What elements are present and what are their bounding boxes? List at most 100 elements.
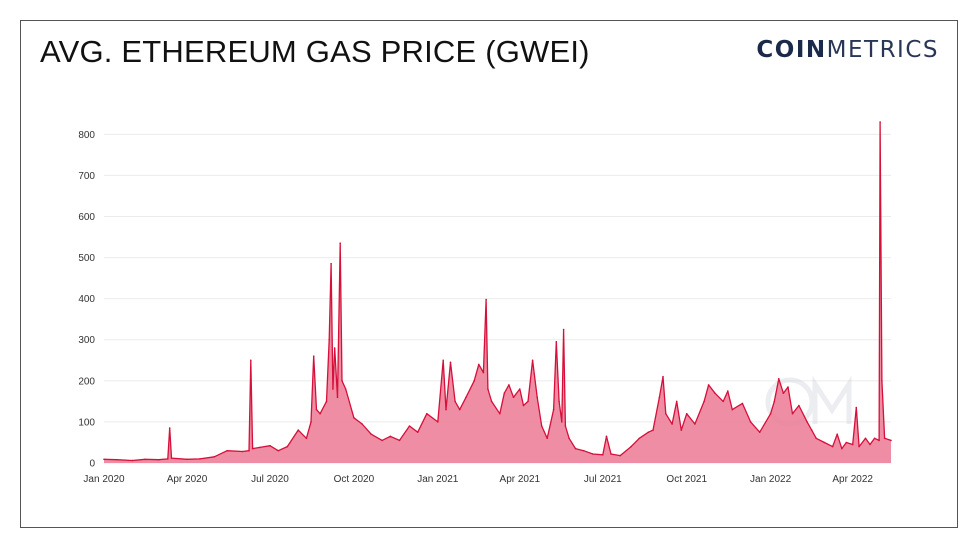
- data-point: [879, 121, 881, 123]
- data-point: [370, 433, 373, 436]
- data-point: [248, 449, 250, 452]
- data-point: [845, 441, 848, 444]
- data-point: [168, 427, 171, 429]
- data-point: [531, 359, 534, 362]
- data-point: [527, 400, 529, 403]
- y-tick-label: 200: [78, 376, 95, 387]
- data-point: [546, 437, 548, 440]
- data-point: [490, 400, 493, 403]
- y-tick-label: 800: [78, 130, 95, 141]
- data-point: [116, 458, 118, 461]
- data-point: [458, 408, 461, 411]
- data-point: [582, 449, 585, 452]
- data-point: [749, 421, 752, 423]
- coinmetrics-logo: COINMETRICS: [756, 37, 939, 63]
- data-point: [869, 443, 871, 446]
- data-point: [806, 421, 808, 423]
- data-point: [241, 450, 244, 453]
- data-point: [881, 380, 883, 382]
- data-point: [703, 400, 705, 403]
- data-point: [561, 421, 563, 423]
- data-point: [454, 400, 456, 403]
- data-point: [675, 400, 678, 403]
- data-point: [333, 347, 336, 349]
- data-point: [638, 437, 641, 440]
- y-tick-label: 300: [78, 335, 95, 346]
- data-point: [564, 425, 567, 427]
- x-tick-label: Apr 2022: [832, 474, 873, 485]
- x-tick-label: Apr 2021: [500, 474, 541, 485]
- y-tick-label: 500: [78, 253, 95, 264]
- data-point: [277, 449, 280, 452]
- data-point: [437, 421, 439, 423]
- y-tick-label: 100: [78, 417, 95, 428]
- data-point: [250, 359, 252, 362]
- data-point: [773, 400, 776, 403]
- x-tick-label: Jan 2022: [750, 474, 792, 485]
- data-point: [791, 412, 794, 415]
- data-point: [226, 449, 228, 452]
- data-point: [328, 338, 331, 341]
- data-point: [103, 458, 105, 461]
- data-point: [312, 355, 315, 358]
- data-point: [647, 431, 650, 434]
- data-point: [465, 396, 467, 399]
- data-point: [408, 425, 411, 427]
- data-point: [680, 429, 683, 431]
- data-point: [727, 390, 729, 392]
- logo-light-text: METRICS: [826, 37, 939, 63]
- data-point: [568, 437, 570, 440]
- x-tick-label: Jul 2020: [251, 474, 289, 485]
- y-tick-label: 700: [78, 171, 95, 182]
- data-point: [658, 396, 661, 399]
- data-point: [512, 396, 515, 399]
- data-point: [485, 298, 487, 301]
- data-point: [823, 441, 826, 444]
- data-point: [574, 447, 577, 450]
- data-point: [251, 447, 254, 450]
- data-point: [731, 408, 734, 411]
- data-point: [259, 446, 261, 449]
- data-point: [610, 453, 612, 455]
- data-point: [858, 445, 860, 448]
- data-point: [619, 454, 621, 457]
- data-point: [305, 437, 308, 440]
- data-point: [836, 433, 838, 436]
- data-point: [671, 423, 673, 425]
- y-tick-label: 600: [78, 212, 95, 223]
- data-point: [269, 444, 271, 447]
- data-point: [398, 439, 401, 442]
- data-point: [662, 375, 664, 378]
- data-point: [878, 439, 880, 442]
- data-point: [482, 371, 485, 374]
- series-area: [104, 122, 891, 463]
- data-point: [741, 402, 744, 405]
- y-tick-label: 0: [89, 459, 95, 470]
- data-point: [389, 435, 392, 438]
- x-axis-ticks: Jan 2020 Apr 2020 Jul 2020 Oct 2020 Jan 2021…: [83, 474, 873, 485]
- x-tick-label: Oct 2020: [334, 474, 375, 485]
- y-tick-label: 400: [78, 294, 95, 305]
- data-point: [522, 404, 525, 407]
- y-axis-ticks: 0 100 200 300 400 500 600 700 800: [78, 130, 95, 470]
- x-tick-label: Jan 2020: [83, 474, 125, 485]
- data-point: [426, 412, 428, 415]
- data-point: [344, 388, 347, 390]
- data-point: [487, 388, 489, 390]
- data-point: [558, 400, 560, 403]
- series-layer: [103, 121, 892, 463]
- data-point: [186, 458, 188, 461]
- data-point: [508, 384, 510, 386]
- data-point: [325, 400, 328, 403]
- data-point: [286, 445, 289, 448]
- data-point: [883, 437, 886, 440]
- data-point: [782, 392, 785, 395]
- data-point: [855, 406, 858, 409]
- data-point: [473, 380, 476, 382]
- data-point: [851, 443, 854, 446]
- data-point: [787, 386, 789, 388]
- data-point: [630, 445, 632, 448]
- data-point: [890, 439, 892, 442]
- data-point: [442, 359, 445, 362]
